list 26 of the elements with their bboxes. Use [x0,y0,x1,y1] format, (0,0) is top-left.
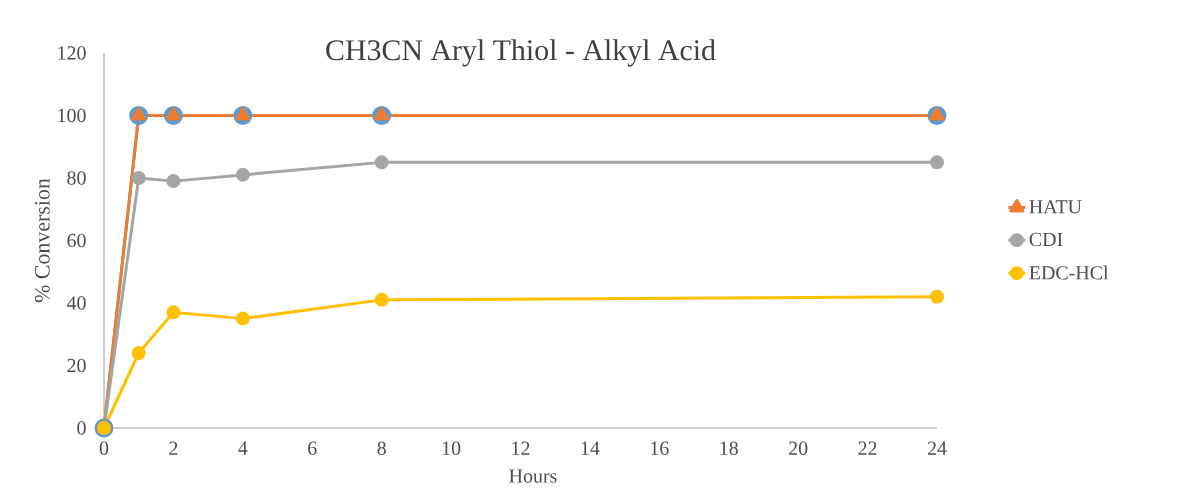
x-tick-label: 24 [927,441,947,455]
x-tick-label: 8 [377,441,386,455]
legend-label: CDI [1029,232,1063,247]
x-tick-label: 12 [512,441,530,455]
y-tick-label: 120 [58,46,86,60]
y-tick-label: 100 [58,108,86,123]
x-tick-label: 22 [858,441,877,455]
x-axis-title: Hours [509,469,557,483]
x-tick-label: 18 [720,441,738,455]
x-tick-label: 20 [789,441,808,455]
chart-title: CH3CN Aryl Thiol - Alkyl Acid [326,39,716,67]
x-tick-label: 2 [169,441,178,455]
x-tick-label: 10 [442,441,461,455]
y-axis-title: % Conversion [34,178,50,303]
legend-label: EDC-HCl [1029,265,1109,280]
y-tick-label: 80 [67,171,86,185]
x-tick-label: 0 [99,441,109,455]
y-tick-label: 20 [67,358,86,373]
y-tick-label: 60 [67,233,86,248]
y-tick-label: 0 [77,421,86,435]
x-tick-label: 16 [651,441,669,455]
x-tick-label: 4 [238,441,248,455]
legend-label: HATU [1029,200,1082,214]
x-tick-label: 14 [581,441,600,455]
y-tick-label: 40 [66,296,86,310]
x-tick-label: 6 [308,441,317,455]
